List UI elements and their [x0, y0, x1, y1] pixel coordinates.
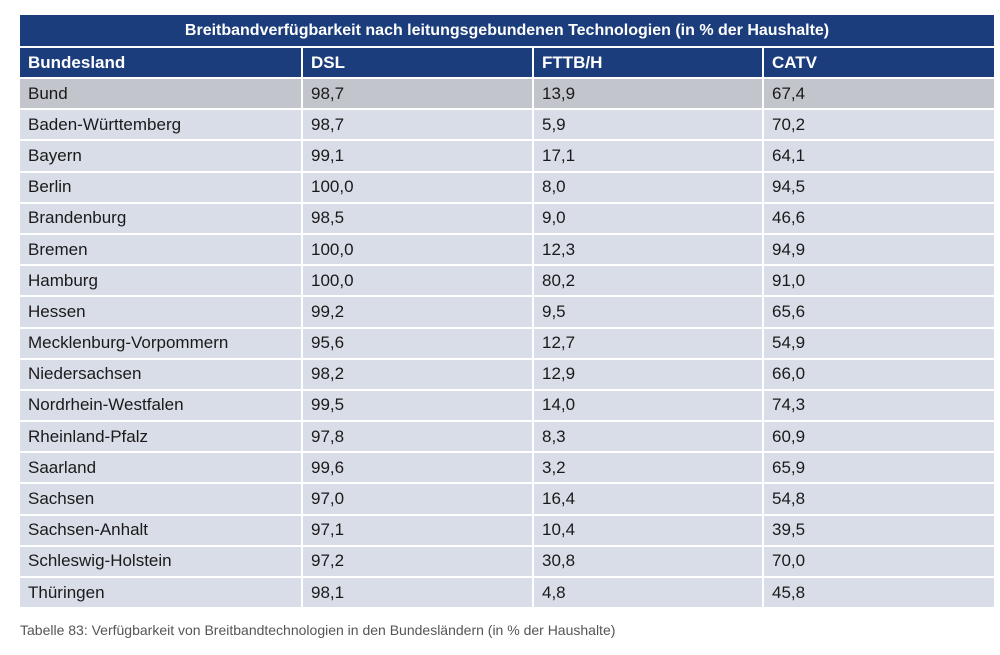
broadband-table: Breitbandverfügbarkeit nach leitungsgebu…: [20, 15, 995, 608]
table-row: Hamburg 100,0 80,2 91,0: [20, 264, 995, 297]
cell-catv: 67,4: [763, 76, 995, 110]
cell-fttb: 13,9: [533, 76, 764, 110]
cell-fttb: 17,1: [533, 139, 764, 172]
cell-catv: 94,9: [763, 232, 995, 266]
cell-dsl: 98,7: [302, 76, 534, 110]
cell-fttb: 3,2: [533, 451, 764, 484]
cell-catv: 45,8: [763, 575, 995, 608]
cell-bundesland: Schleswig-Holstein: [20, 544, 303, 577]
table-row: Thüringen 98,1 4,8 45,8: [20, 575, 995, 608]
table-row: Bayern 99,1 17,1 64,1: [20, 139, 995, 172]
cell-catv: 54,8: [763, 482, 995, 515]
table-row: Brandenburg 98,5 9,0 46,6: [20, 201, 995, 234]
cell-fttb: 16,4: [533, 482, 764, 515]
cell-bundesland: Saarland: [20, 451, 303, 484]
cell-catv: 94,5: [763, 170, 995, 203]
cell-bundesland: Thüringen: [20, 575, 303, 608]
cell-bundesland: Bund: [20, 76, 303, 110]
cell-dsl: 98,7: [302, 108, 534, 141]
cell-catv: 54,9: [763, 326, 995, 359]
table-row: Bremen 100,0 12,3 94,9: [20, 232, 995, 266]
cell-bundesland: Bremen: [20, 232, 303, 266]
cell-fttb: 8,3: [533, 420, 764, 453]
cell-catv: 70,2: [763, 108, 995, 141]
cell-catv: 70,0: [763, 544, 995, 577]
cell-dsl: 100,0: [302, 264, 534, 297]
table-row: Schleswig-Holstein 97,2 30,8 70,0: [20, 544, 995, 577]
cell-dsl: 99,2: [302, 295, 534, 328]
cell-catv: 46,6: [763, 201, 995, 234]
cell-catv: 39,5: [763, 513, 995, 546]
cell-dsl: 97,8: [302, 420, 534, 453]
table-row: Mecklenburg-Vorpommern 95,6 12,7 54,9: [20, 326, 995, 359]
cell-fttb: 9,0: [533, 201, 764, 234]
table-row: Sachsen-Anhalt 97,1 10,4 39,5: [20, 513, 995, 546]
table-title: Breitbandverfügbarkeit nach leitungsgebu…: [20, 15, 995, 48]
cell-fttb: 12,3: [533, 232, 764, 266]
cell-bundesland: Berlin: [20, 170, 303, 203]
cell-bundesland: Bayern: [20, 139, 303, 172]
cell-bundesland: Nordrhein-Westfalen: [20, 388, 303, 422]
table-row: Bund 98,7 13,9 67,4: [20, 76, 995, 110]
cell-dsl: 100,0: [302, 170, 534, 203]
cell-bundesland: Baden-Württemberg: [20, 108, 303, 141]
cell-bundesland: Sachsen: [20, 482, 303, 515]
cell-dsl: 99,5: [302, 388, 534, 422]
cell-bundesland: Mecklenburg-Vorpommern: [20, 326, 303, 359]
cell-fttb: 12,7: [533, 326, 764, 359]
cell-dsl: 98,5: [302, 201, 534, 234]
cell-bundesland: Niedersachsen: [20, 357, 303, 390]
column-header-bundesland: Bundesland: [20, 47, 303, 78]
table-row: Nordrhein-Westfalen 99,5 14,0 74,3: [20, 388, 995, 422]
cell-bundesland: Sachsen-Anhalt: [20, 513, 303, 546]
cell-catv: 65,6: [763, 295, 995, 328]
cell-dsl: 100,0: [302, 232, 534, 266]
column-header-fttb: FTTB/H: [533, 47, 764, 78]
cell-fttb: 80,2: [533, 264, 764, 297]
cell-fttb: 30,8: [533, 544, 764, 577]
table-container: Breitbandverfügbarkeit nach leitungsgebu…: [20, 15, 995, 608]
cell-dsl: 97,2: [302, 544, 534, 577]
cell-dsl: 99,6: [302, 451, 534, 484]
table-body: Bund 98,7 13,9 67,4 Baden-Württemberg 98,7 5,9…: [20, 76, 995, 608]
cell-dsl: 97,1: [302, 513, 534, 546]
table-row: Baden-Württemberg 98,7 5,9 70,2: [20, 108, 995, 141]
cell-catv: 60,9: [763, 420, 995, 453]
cell-fttb: 9,5: [533, 295, 764, 328]
cell-fttb: 12,9: [533, 357, 764, 390]
cell-dsl: 98,2: [302, 357, 534, 390]
cell-fttb: 5,9: [533, 108, 764, 141]
cell-bundesland: Brandenburg: [20, 201, 303, 234]
cell-dsl: 97,0: [302, 482, 534, 515]
cell-fttb: 4,8: [533, 575, 764, 608]
cell-catv: 65,9: [763, 451, 995, 484]
table-row: Berlin 100,0 8,0 94,5: [20, 170, 995, 203]
title-row: Breitbandverfügbarkeit nach leitungsgebu…: [20, 15, 995, 48]
cell-dsl: 99,1: [302, 139, 534, 172]
cell-catv: 64,1: [763, 139, 995, 172]
table-row: Sachsen 97,0 16,4 54,8: [20, 482, 995, 515]
table-row: Saarland 99,6 3,2 65,9: [20, 451, 995, 484]
cell-fttb: 14,0: [533, 388, 764, 422]
table-row: Hessen 99,2 9,5 65,6: [20, 295, 995, 328]
column-header-catv: CATV: [763, 47, 995, 78]
cell-dsl: 95,6: [302, 326, 534, 359]
cell-catv: 66,0: [763, 357, 995, 390]
header-row: Bundesland DSL FTTB/H CATV: [20, 47, 995, 78]
table-row: Rheinland-Pfalz 97,8 8,3 60,9: [20, 420, 995, 453]
table-caption: Tabelle 83: Verfügbarkeit von Breitbandt…: [20, 622, 616, 638]
cell-bundesland: Hessen: [20, 295, 303, 328]
cell-bundesland: Rheinland-Pfalz: [20, 420, 303, 453]
cell-catv: 91,0: [763, 264, 995, 297]
cell-bundesland: Hamburg: [20, 264, 303, 297]
cell-dsl: 98,1: [302, 575, 534, 608]
column-header-dsl: DSL: [302, 47, 534, 78]
cell-catv: 74,3: [763, 388, 995, 422]
cell-fttb: 10,4: [533, 513, 764, 546]
table-row: Niedersachsen 98,2 12,9 66,0: [20, 357, 995, 390]
cell-fttb: 8,0: [533, 170, 764, 203]
